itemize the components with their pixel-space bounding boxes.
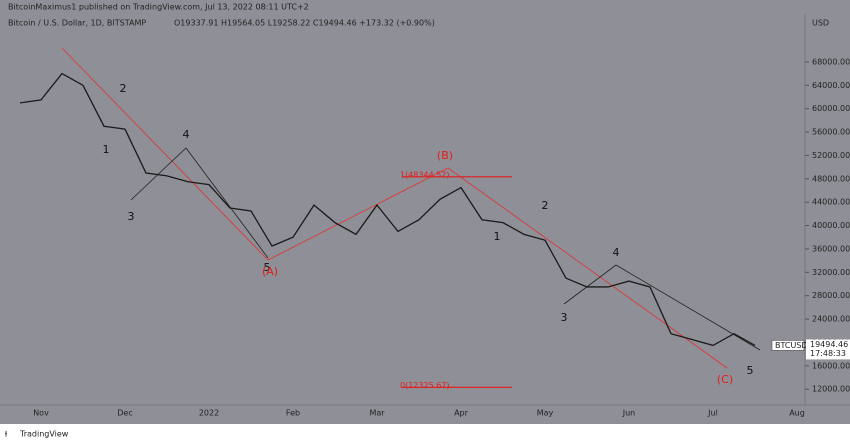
y-tick-label: 68000.00	[812, 57, 850, 66]
y-axis-label: USD	[812, 19, 829, 28]
y-tick-label: 32000.00	[812, 268, 850, 277]
wave-label: 4	[613, 246, 620, 259]
y-tick-label: 36000.00	[812, 244, 850, 253]
y-tick-label: 48000.00	[812, 174, 850, 183]
trend-line	[130, 147, 269, 259]
y-tick-label: 56000.00	[812, 128, 850, 137]
fib-label: 1(48344.52)	[400, 170, 450, 179]
x-tick-label: Nov	[33, 409, 49, 418]
wave-label: 5	[264, 261, 271, 274]
wave-label: 1	[103, 143, 110, 156]
x-tick-label: Mar	[369, 409, 385, 418]
price-box	[806, 339, 850, 360]
wave-label: (B)	[437, 149, 453, 162]
x-tick-label: Jun	[622, 409, 636, 418]
wave-label: 1	[494, 230, 501, 243]
y-tick-label: 28000.00	[812, 291, 850, 300]
wave-label: (A)	[262, 265, 278, 278]
last-price: 19494.46	[810, 340, 848, 349]
publisher: BitcoinMaximus1 published on TradingView…	[8, 3, 309, 12]
y-tick-label: 12000.00	[812, 385, 850, 394]
symbol: Bitcoin / U.S. Dollar, 1D, BITSTAMP	[8, 19, 146, 28]
x-tick-label: 2022	[199, 409, 219, 418]
symbol-box	[771, 340, 805, 351]
footer-bar	[0, 424, 850, 444]
countdown: 17:48:33	[810, 349, 846, 358]
symbol-tag: BTCUSD	[775, 341, 808, 350]
logo: ⟊	[5, 430, 8, 439]
y-tick-label: 16000.00	[812, 361, 850, 370]
background	[0, 0, 850, 424]
y-tick-label: 44000.00	[812, 198, 850, 207]
x-tick-label: Jul	[707, 409, 718, 418]
wave-label: 2	[542, 199, 549, 212]
trend-line	[563, 264, 761, 351]
fib-label: 0(12325.67)	[400, 381, 450, 390]
y-tick-label: 24000.00	[812, 315, 850, 324]
y-tick-label: 40000.00	[812, 221, 850, 230]
y-tick-label: 52000.00	[812, 151, 850, 160]
x-tick-label: Feb	[286, 409, 300, 418]
x-tick-label: Dec	[117, 409, 132, 418]
brand: TradingView	[19, 430, 69, 439]
price-line	[19, 72, 756, 347]
wave-label: 2	[120, 82, 127, 95]
x-tick-label: Aug	[789, 409, 805, 418]
y-tick-label: 60000.00	[812, 104, 850, 113]
wave-label: 5	[747, 364, 754, 377]
wave-label: 3	[128, 210, 135, 223]
x-tick-label: Apr	[454, 409, 469, 418]
trend-line	[61, 47, 728, 369]
ohlc: O19337.91 H19564.05 L19258.22 C19494.46 …	[174, 19, 435, 28]
wave-label: (C)	[717, 373, 733, 386]
x-tick-label: May	[537, 409, 554, 418]
wave-label: 4	[183, 128, 190, 141]
wave-label: 3	[561, 311, 568, 324]
y-tick-label: 64000.00	[812, 81, 850, 90]
